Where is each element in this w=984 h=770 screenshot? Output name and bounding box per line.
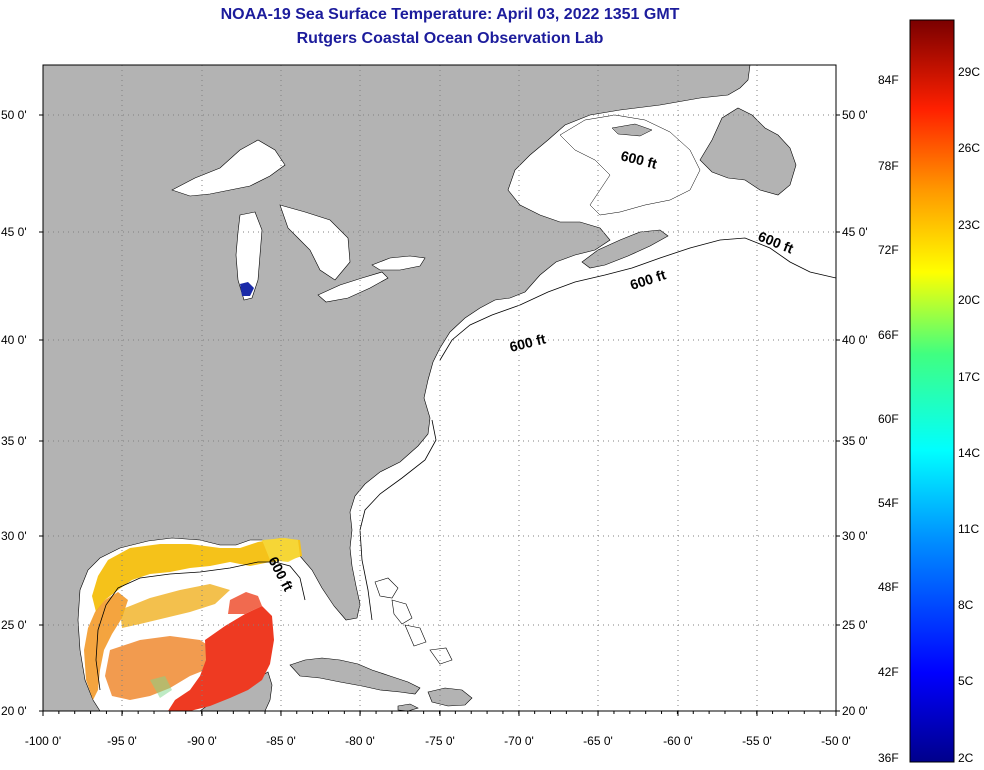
lat-tick-label: 20 0'	[842, 704, 868, 718]
land-newfoundland	[699, 107, 797, 196]
fahrenheit-label: 72F	[878, 243, 899, 257]
land-nova-scotia	[581, 229, 669, 269]
fahrenheit-label: 60F	[878, 412, 899, 426]
map-subtitle: Rutgers Coastal Ocean Observation Lab	[296, 30, 604, 47]
land-hispaniola	[427, 687, 473, 707]
lake-ontario	[371, 255, 426, 271]
lat-tick-label: 30 0'	[842, 529, 868, 543]
lat-tick-label: 45 0'	[1, 225, 27, 239]
fahrenheit-label: 54F	[878, 496, 899, 510]
contour-600ft	[95, 237, 836, 691]
celsius-label: 17C	[958, 370, 980, 384]
celsius-label: 14C	[958, 446, 980, 460]
sst-gulf-of-mexico	[84, 538, 302, 711]
land-jamaica	[397, 703, 419, 711]
colorbar	[909, 19, 955, 763]
fahrenheit-label: 66F	[878, 328, 899, 342]
celsius-label: 5C	[958, 674, 974, 688]
lon-tick-label: -65 0'	[583, 734, 613, 748]
lake-michigan	[235, 211, 263, 301]
lat-tick-label: 35 0'	[842, 434, 868, 448]
lat-tick-label: 35 0'	[1, 434, 27, 448]
lat-tick-label: 25 0'	[1, 618, 27, 632]
land-cuba	[289, 657, 421, 695]
lake-huron	[279, 204, 351, 281]
lon-tick-label: -75 0'	[425, 734, 455, 748]
lon-tick-label: -55 0'	[742, 734, 772, 748]
lon-tick-label: -70 0'	[504, 734, 534, 748]
fahrenheit-label: 36F	[878, 751, 899, 765]
gulf-of-st-lawrence	[559, 114, 701, 216]
map-title: NOAA-19 Sea Surface Temperature: April 0…	[220, 6, 680, 23]
lon-tick-label: -80 0'	[345, 734, 375, 748]
fahrenheit-label: 42F	[878, 665, 899, 679]
lon-tick-label: -95 0'	[107, 734, 137, 748]
fahrenheit-label: 84F	[878, 73, 899, 87]
lat-tick-label: 45 0'	[842, 225, 868, 239]
celsius-label: 8C	[958, 598, 974, 612]
lat-tick-label: 40 0'	[1, 333, 27, 347]
lon-tick-label: -60 0'	[663, 734, 693, 748]
celsius-label: 26C	[958, 141, 980, 155]
longitude-axis: -100 0' -95 0' -90 0' -85 0' -80 0' -75 0' -70…	[25, 711, 851, 748]
lat-tick-label: 50 0'	[842, 108, 868, 122]
celsius-label: 20C	[958, 293, 980, 307]
lake-michigan-sst	[240, 282, 254, 296]
lat-tick-label: 20 0'	[1, 704, 27, 718]
celsius-label: 2C	[958, 751, 974, 765]
latitude-axis: 50 0' 50 0' 45 0' 45 0' 40 0' 40 0' 35 0' 35 0'…	[1, 108, 868, 718]
celsius-label: 11C	[958, 522, 979, 536]
lat-tick-label: 25 0'	[842, 618, 868, 632]
land-anticosti	[611, 123, 653, 137]
colorbar-labels: 84F 78F 72F 66F 60F 54F 48F 42F 36F 29C 26C 23C 20C 1…	[878, 65, 980, 765]
bahamas-islands	[374, 577, 453, 665]
celsius-label: 23C	[958, 218, 980, 232]
lon-tick-label: -100 0'	[25, 734, 61, 748]
lon-tick-label: -50 0'	[821, 734, 851, 748]
celsius-label: 29C	[958, 65, 980, 79]
lake-superior	[171, 139, 286, 197]
lake-erie	[317, 271, 389, 303]
fahrenheit-label: 48F	[878, 580, 899, 594]
lon-tick-label: -85 0'	[266, 734, 296, 748]
lat-tick-label: 50 0'	[1, 108, 27, 122]
lat-tick-label: 40 0'	[842, 333, 868, 347]
land-north-america	[43, 65, 751, 711]
fahrenheit-label: 78F	[878, 159, 899, 173]
lon-tick-label: -90 0'	[187, 734, 217, 748]
lat-tick-label: 30 0'	[1, 529, 27, 543]
